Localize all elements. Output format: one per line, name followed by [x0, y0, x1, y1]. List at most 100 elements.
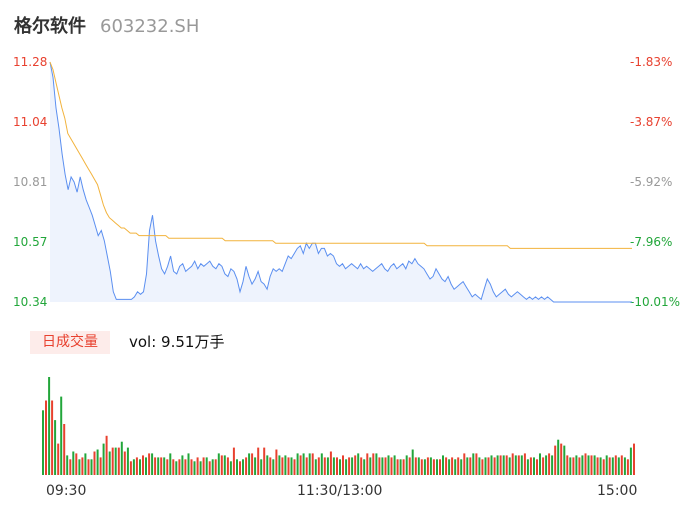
volume-badge: 日成交量 [30, 331, 110, 354]
stock-header: 格尔软件 603232.SH [14, 12, 199, 40]
volume-bar [629, 447, 632, 475]
volume-bar [160, 457, 163, 475]
volume-bar [42, 410, 44, 475]
volume-bar [411, 449, 414, 475]
volume-bar [51, 400, 54, 475]
y-tick-left: 11.04 [13, 115, 47, 129]
volume-bar [363, 459, 366, 475]
volume-bar [163, 457, 166, 475]
volume-bar [220, 455, 223, 475]
volume-bar [266, 455, 269, 475]
volume-bar [296, 453, 299, 475]
volume-bar [99, 457, 102, 475]
volume-bar [378, 457, 381, 475]
volume-bar [117, 447, 120, 475]
volume-bar [232, 447, 235, 475]
volume-bar [511, 453, 514, 475]
volume-bar [460, 459, 463, 475]
volume-bar [360, 457, 363, 475]
volume-bar [139, 459, 141, 475]
price-area [50, 62, 632, 302]
volume-bar [508, 457, 511, 475]
y-tick-left: 10.57 [13, 235, 47, 249]
volume-bar [469, 457, 472, 475]
volume-bar [517, 455, 520, 475]
volume-bar [602, 459, 605, 475]
volume-bar [593, 455, 596, 475]
volume-bar [620, 455, 623, 475]
volume-bar [390, 457, 393, 475]
volume-bar [263, 447, 266, 475]
volume-bar [272, 459, 275, 475]
volume-bar [314, 459, 317, 475]
volume-bar [596, 457, 599, 475]
volume-bar [526, 459, 529, 475]
volume-bar [493, 457, 496, 475]
volume-bar [402, 459, 405, 475]
volume-bar [472, 453, 475, 475]
volume-bar [578, 457, 581, 475]
volume-bar [584, 453, 587, 475]
volume-bar [520, 455, 523, 475]
volume-bar [563, 445, 566, 475]
volume-bar [208, 461, 211, 475]
volume-bar [536, 459, 538, 475]
volume-bar [217, 453, 220, 475]
volume-bar [87, 459, 90, 475]
average-line [49, 61, 632, 249]
volume-bar [245, 457, 248, 475]
volume-bar [323, 457, 326, 475]
volume-bar [329, 451, 332, 475]
volume-bar [66, 455, 69, 475]
volume-bar [278, 455, 281, 475]
volume-bar [45, 400, 47, 475]
volume-bar [111, 447, 114, 475]
volume-bar [84, 453, 87, 475]
volume-bar [78, 459, 81, 475]
volume-bar [205, 457, 208, 475]
volume-bar [320, 453, 323, 475]
volume-bar [502, 455, 505, 475]
volume-bar [135, 457, 138, 475]
volume-bar [408, 457, 411, 475]
volume-bar [348, 457, 351, 475]
volume-bar [93, 451, 96, 475]
volume-bar [120, 441, 123, 475]
volume-bar [617, 457, 620, 475]
volume-bar [81, 457, 84, 475]
volume-bar [269, 457, 272, 475]
volume-bar [196, 457, 199, 475]
volume-bar [581, 455, 584, 475]
y-tick-right: -5.92% [630, 175, 672, 189]
volume-bar [154, 457, 157, 475]
volume-bar [475, 453, 478, 475]
volume-bar [426, 457, 429, 475]
volume-bar [487, 457, 490, 475]
volume-bar [148, 453, 151, 475]
volume-bar [605, 455, 608, 475]
volume-bar [457, 457, 460, 475]
volume-bar [293, 459, 296, 475]
volume-bar [548, 453, 551, 475]
volume-bar [96, 449, 99, 475]
volume-bar [172, 459, 175, 475]
volume-bar [542, 457, 545, 475]
volume-bar [484, 457, 487, 475]
price-line [49, 61, 632, 303]
volume-bar [490, 455, 493, 475]
volume-bar [193, 461, 196, 475]
volume-bar [436, 459, 438, 475]
volume-bar [223, 455, 226, 475]
volume-bar [569, 457, 572, 475]
volume-bar [129, 461, 132, 475]
volume-bar [132, 459, 135, 475]
volume-bar [599, 457, 602, 475]
volume-bar [214, 459, 217, 475]
volume-bar [354, 455, 357, 475]
volume-bar [590, 455, 593, 475]
x-tick-label: 09:30 [46, 483, 86, 499]
volume-bar [417, 457, 420, 475]
volume-bar [575, 455, 578, 475]
y-tick-right: -3.87% [630, 115, 672, 129]
